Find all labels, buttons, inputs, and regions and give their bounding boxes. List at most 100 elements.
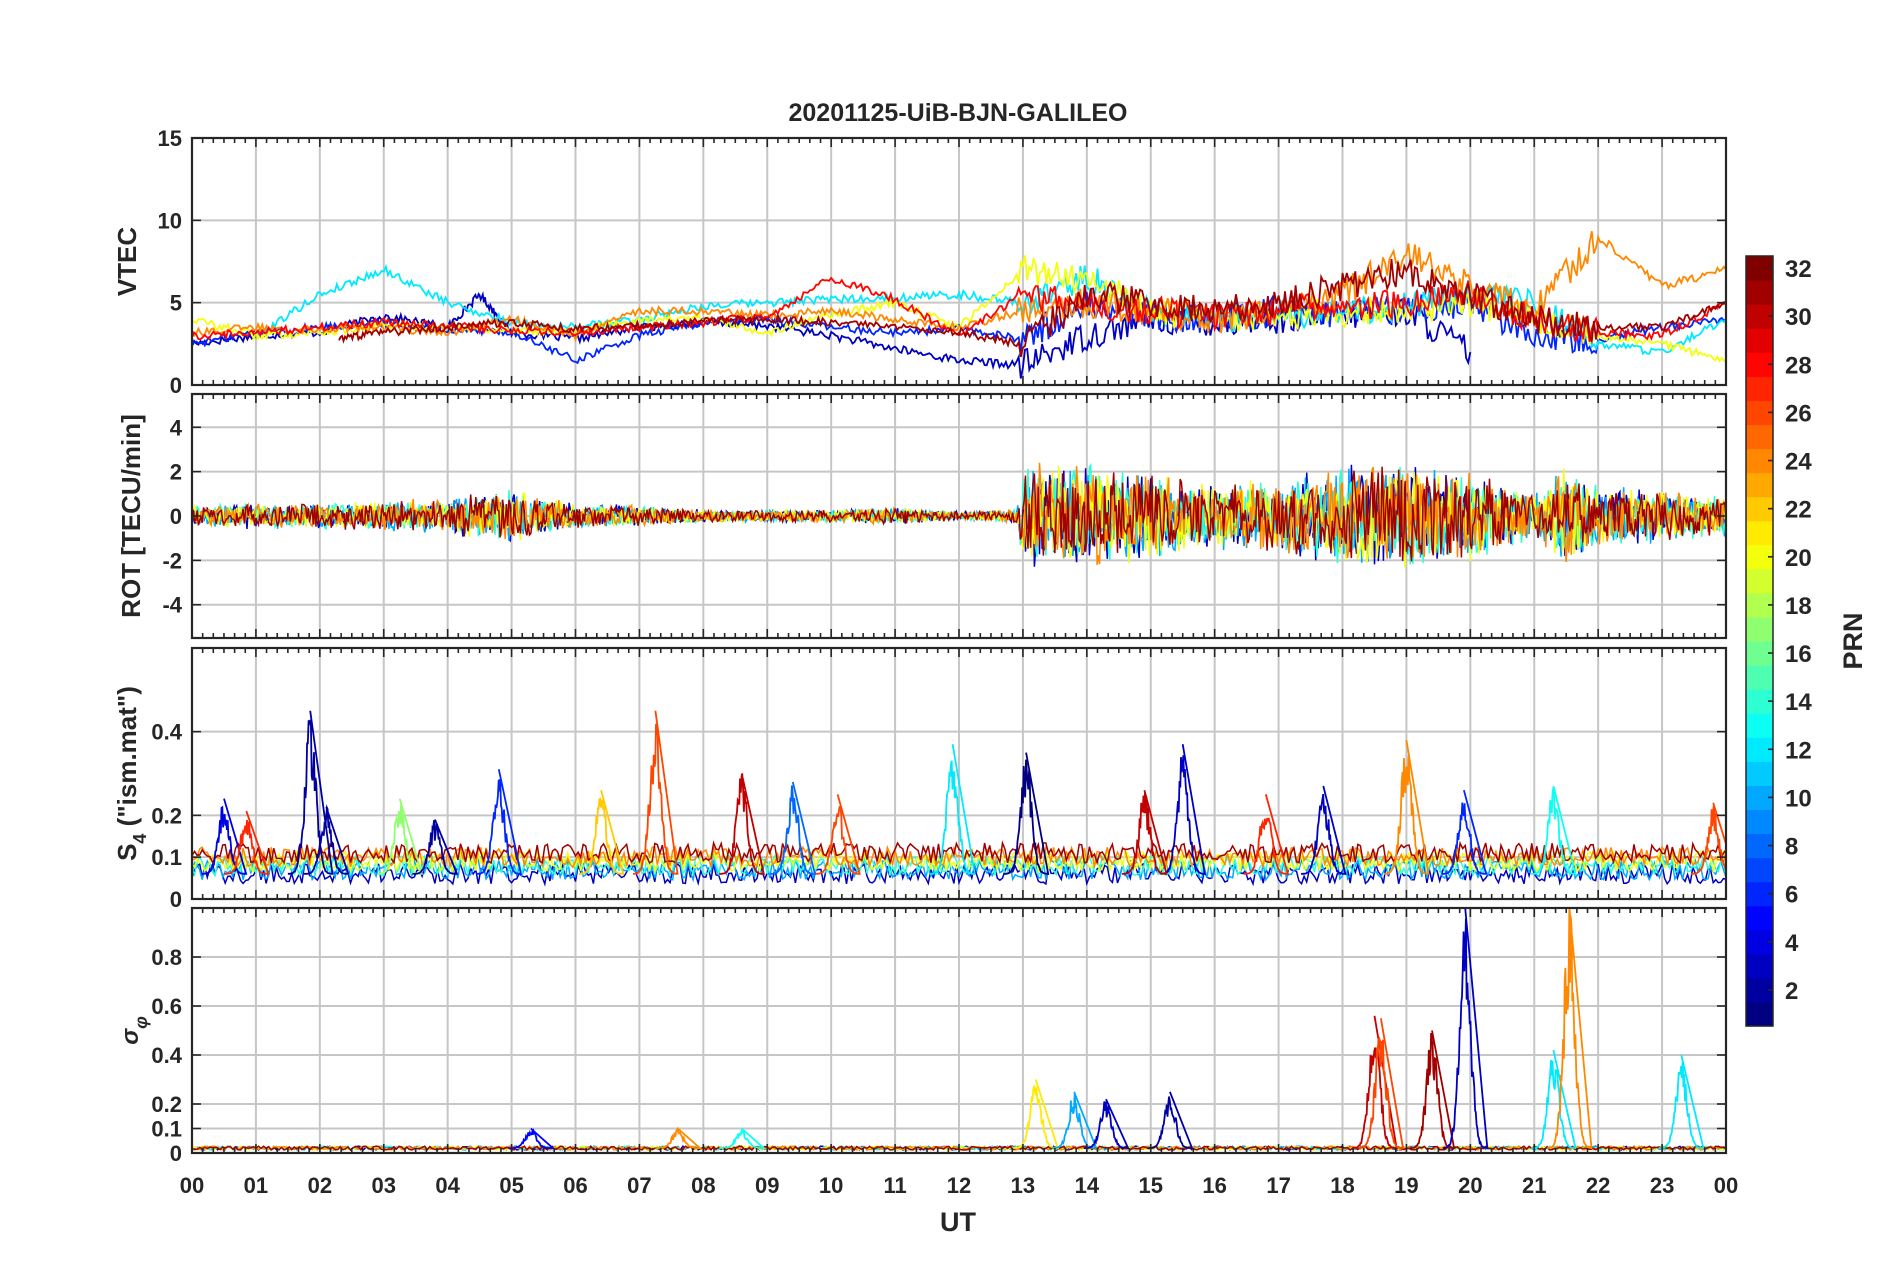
colorbar-tick-label: 32 — [1785, 256, 1812, 283]
vtec-y-label: VTEC — [112, 227, 142, 297]
colorbar-tick-label: 8 — [1785, 834, 1798, 861]
colorbar-tick-label: 14 — [1785, 689, 1812, 716]
x-tick-label: 21 — [1522, 1173, 1546, 1198]
s4-y-tick-label: 0.2 — [151, 803, 182, 828]
s4-spike-prn-22 — [578, 789, 625, 875]
sigma_phi-spike-prn-3 — [1442, 908, 1489, 1149]
s4-spike-prn-3 — [1160, 744, 1206, 875]
colorbar-band — [1746, 520, 1773, 546]
x-axis-label: UT — [940, 1207, 976, 1237]
colorbar-band — [1746, 953, 1773, 979]
vtec-y-tick-label: 5 — [170, 291, 182, 316]
colorbar-tick-label: 10 — [1785, 785, 1812, 812]
colorbar-tick-label: 26 — [1785, 400, 1812, 427]
x-tick-label: 07 — [627, 1173, 651, 1198]
panel-sigma_phi: 00.10.2 0.4 0.6 0.8 σφ — [117, 906, 1728, 1166]
x-tick-label: 06 — [563, 1173, 587, 1198]
sigma_phi-spike-prn-26 — [1358, 1018, 1405, 1150]
panel-vtec: 0 5 10 15 VTEC — [112, 126, 1728, 398]
vtec-y-tick-label: 10 — [158, 208, 182, 233]
x-tick-label: 05 — [499, 1173, 523, 1198]
colorbar-tick-label: 20 — [1785, 545, 1812, 572]
sigma_phi-spike-prn-10 — [1051, 1091, 1098, 1149]
x-tick-label: 17 — [1266, 1173, 1290, 1198]
s4-spike-prn-6 — [476, 769, 523, 875]
x-tick-label: 12 — [947, 1173, 971, 1198]
s4-spike-prn-30 — [1122, 789, 1168, 875]
s4-spike-prn-6 — [1441, 789, 1488, 875]
s4-spike-prn-4 — [201, 798, 248, 875]
colorbar-band — [1746, 713, 1773, 738]
x-tick-label: 00 — [180, 1173, 204, 1198]
colorbar-tick-label: 6 — [1785, 882, 1798, 909]
vtec-series-prn-31 — [338, 259, 1726, 358]
x-tick-label: 01 — [244, 1173, 268, 1198]
x-tick-label: 10 — [819, 1173, 843, 1198]
sigma_phi-spike-prn-12 — [1658, 1054, 1705, 1149]
sigma_phi-spike-prn-5 — [508, 1127, 556, 1149]
colorbar-band — [1746, 376, 1773, 401]
colorbar-band — [1746, 472, 1773, 498]
x-tick-label: 14 — [1075, 1173, 1100, 1198]
colorbar-label: PRN — [1838, 612, 1868, 669]
colorbar-tick-label: 18 — [1785, 593, 1812, 620]
s4-spike-prn-26 — [1690, 802, 1726, 875]
rot-y-tick-label: -4 — [162, 593, 182, 618]
s4-spike-prn-1 — [1003, 752, 1050, 875]
vtec-y-tick-label: 15 — [158, 126, 182, 151]
rot-y-tick-label: -2 — [162, 548, 182, 573]
x-tick-label: 16 — [1202, 1173, 1226, 1198]
s4-spike-prn-2 — [303, 804, 350, 875]
sigma_phi-spike-prn-2 — [1147, 1091, 1194, 1149]
sigma_phi-spike-prn-31 — [1409, 1030, 1456, 1150]
x-tick-label: 00 — [1714, 1173, 1738, 1198]
colorbar-tick-label: 28 — [1785, 352, 1812, 379]
s4-y-tick-label: 0 — [170, 887, 182, 912]
colorbar-band — [1746, 665, 1773, 690]
sigma_phi-spike-prn-13 — [719, 1127, 767, 1149]
x-tick-label: 13 — [1011, 1173, 1035, 1198]
rot-series-prn-31 — [192, 466, 1726, 562]
x-tick-label: 18 — [1330, 1173, 1354, 1198]
rot-series — [192, 462, 1726, 568]
colorbar-frame — [1745, 255, 1774, 1027]
vtec-y-tick-label: 0 — [170, 373, 182, 398]
sigma_phi-spike-prn-24 — [655, 1126, 703, 1149]
sigma_phi-y-tick-label: 0.2 — [151, 1092, 182, 1117]
s4-series — [192, 710, 1726, 887]
x-tick-label: 15 — [1139, 1173, 1163, 1198]
s4-spike-prn-24 — [1383, 739, 1430, 875]
sigma_phi-y-tick-label: 0.1 — [151, 1117, 182, 1142]
colorbar-tick-label: 22 — [1785, 497, 1812, 524]
s4-spike-prn-2 — [412, 819, 459, 875]
s4-spike-prn-2 — [287, 710, 334, 875]
rot-y-tick-label: 4 — [170, 415, 183, 440]
panel-rot: -4 -2 0 2 4 ROT [TECU/min] — [116, 392, 1728, 640]
x-tick-label: 22 — [1586, 1173, 1610, 1198]
s4-spike-prn-17 — [377, 798, 424, 875]
sigma_phi-spike-prn-12 — [1531, 1049, 1577, 1150]
sigma_phi-spike-prn-24 — [1547, 908, 1593, 1149]
s4-spike-prn-30 — [719, 772, 765, 875]
colorbar-tick-label: 30 — [1785, 304, 1812, 331]
colorbar-tick-label: 16 — [1785, 641, 1812, 668]
rot-y-label: ROT [TECU/min] — [116, 414, 146, 618]
sigma_phi-y-tick-label: 0 — [170, 1141, 182, 1166]
rot-y-tick-label: 2 — [170, 460, 182, 485]
sigma_phi-spike-prn-30 — [1351, 1015, 1398, 1149]
colorbar-band — [1746, 328, 1773, 353]
x-tick-label: 03 — [372, 1173, 396, 1198]
s4-spike-prn-13 — [1531, 785, 1577, 875]
x-tick-label: 08 — [691, 1173, 715, 1198]
sigma_phi-y-tick-label: 0.6 — [151, 994, 182, 1019]
vtec-series — [192, 231, 1726, 379]
s4-y-tick-label: 0.4 — [151, 720, 182, 745]
x-tick-label: 20 — [1458, 1173, 1482, 1198]
s4-spike-prn-12 — [930, 744, 976, 875]
chart-title: 20201125-UiB-BJN-GALILEO — [788, 99, 1127, 127]
sigma_phi-y-tick-label: 0.4 — [151, 1043, 182, 1068]
colorbar-band — [1746, 905, 1773, 931]
s4-y-label: S4 ("ism.mat") — [112, 686, 150, 861]
